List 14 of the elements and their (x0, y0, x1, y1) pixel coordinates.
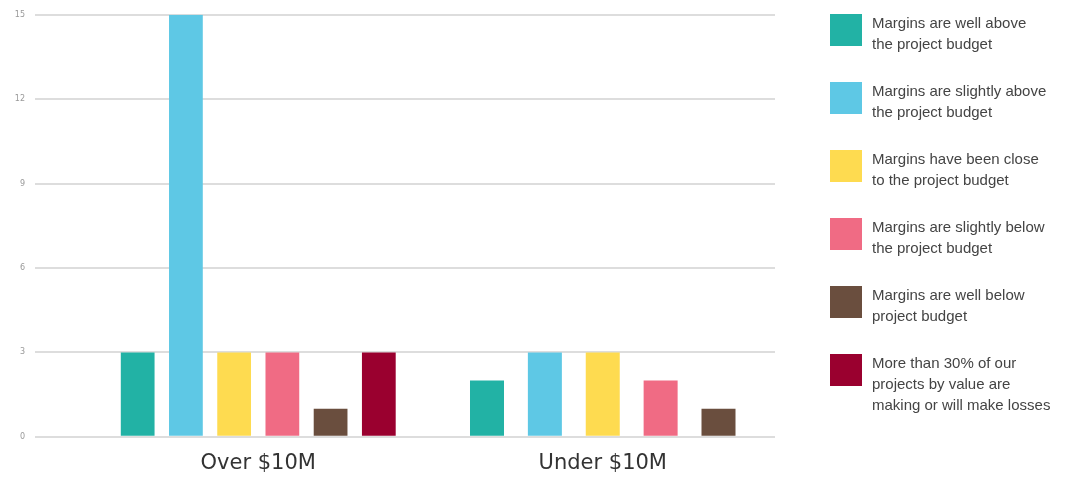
x-tick-label: Under $10M (538, 449, 667, 474)
legend-label: Margins have been close to the project budget (872, 149, 1040, 190)
y-tick-label: 6 (19, 263, 25, 273)
y-tick-label: 9 (19, 178, 25, 188)
legend-label: Margins are well below project budget (872, 285, 1026, 326)
legend-label: More than 30% of our projects by value are making or will make losses (872, 353, 1051, 415)
y-tick-label: 0 (19, 431, 25, 441)
y-tick-label: 12 (14, 94, 25, 104)
legend-label: Margins are slightly below the project budget (872, 217, 1046, 258)
x-tick-label: Over $10M (200, 449, 316, 474)
y-tick-label: 15 (14, 9, 25, 19)
legend-label: Margins are slightly above the project budget (872, 81, 1048, 122)
y-tick-label: 3 (19, 347, 25, 357)
legend-label: Margins are well above the project budget (872, 13, 1028, 54)
